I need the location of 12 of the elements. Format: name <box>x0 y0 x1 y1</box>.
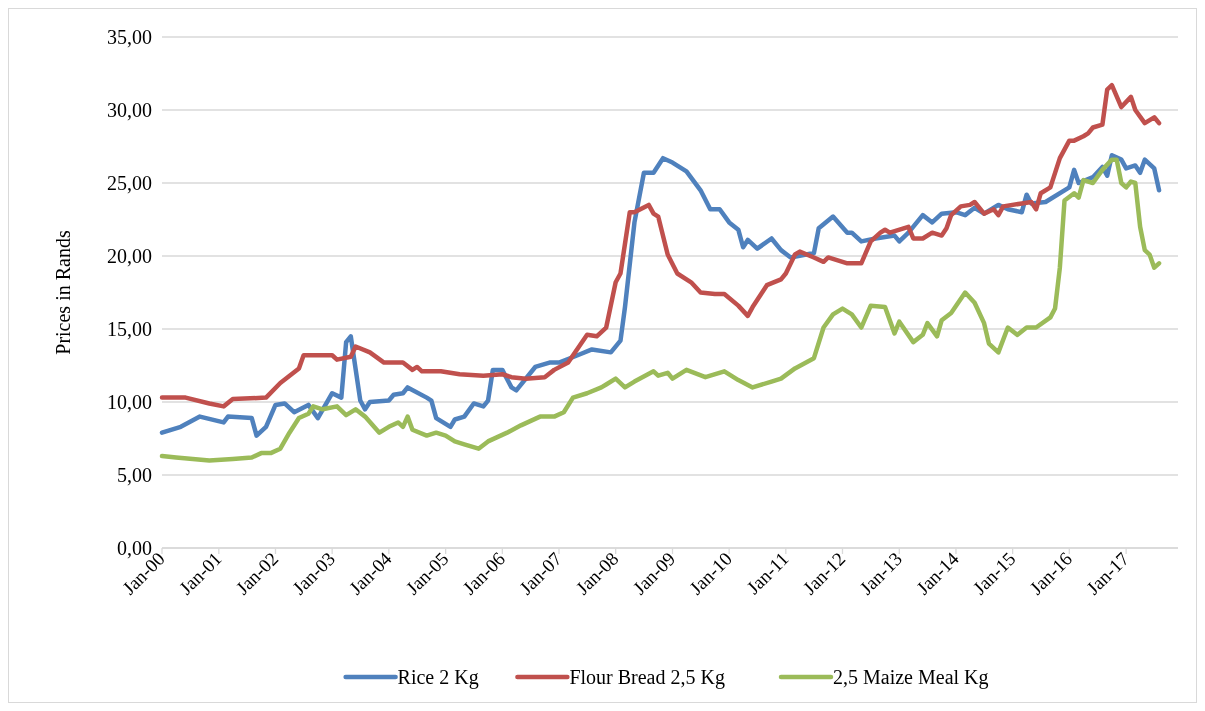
y-tick-label: 25,00 <box>107 172 152 194</box>
y-tick-label: 35,00 <box>107 26 152 48</box>
y-tick-label: 20,00 <box>107 245 152 267</box>
y-tick-label: 15,00 <box>107 318 152 340</box>
legend-label: 2,5 Maize Meal Kg <box>833 666 989 689</box>
legend-label: Rice 2 Kg <box>397 666 479 689</box>
y-axis-title: Prices in Rands <box>52 230 74 355</box>
legend-label: Flour Bread 2,5 Kg <box>569 666 725 689</box>
y-tick-label: 10,00 <box>107 391 152 413</box>
y-tick-label: 5,00 <box>117 464 152 486</box>
line-series <box>159 82 1162 409</box>
y-tick-label: 30,00 <box>107 99 152 121</box>
